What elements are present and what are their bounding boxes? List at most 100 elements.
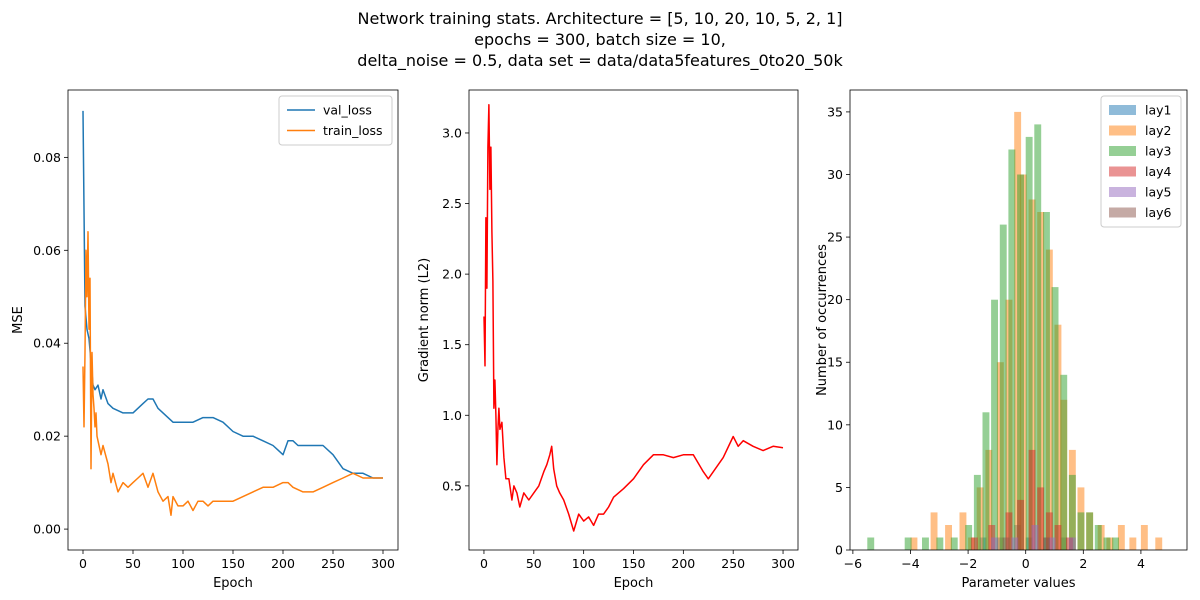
histogram-bar-lay5 — [1048, 537, 1056, 550]
x-tick-label: 150 — [622, 556, 646, 571]
x-tick-label: 100 — [572, 556, 596, 571]
y-tick-label: 20 — [827, 292, 843, 307]
histogram-bar-lay3 — [904, 537, 912, 550]
x-tick-label: 50 — [125, 556, 141, 571]
histogram-bar-lay3 — [936, 537, 944, 550]
x-tick-label: 300 — [771, 556, 795, 571]
y-tick-label: 2.0 — [442, 267, 462, 282]
histogram-bar-lay3 — [1043, 212, 1050, 550]
legend-label-lay1: lay1 — [1145, 103, 1171, 118]
histogram-bar-lay2 — [910, 537, 918, 550]
legend-swatch-lay1 — [1109, 105, 1136, 115]
histogram-bar-lay2 — [1129, 537, 1137, 550]
y-tick-label: 0.04 — [33, 336, 61, 351]
histogram-bar-lay3 — [1077, 512, 1085, 550]
histogram-bar-lay4 — [1028, 449, 1036, 550]
x-tick-label: 2 — [1079, 556, 1087, 571]
histogram-bar-lay3 — [1025, 136, 1033, 550]
histogram-bar-lay4 — [971, 537, 978, 550]
histogram-bar-lay2 — [1117, 525, 1125, 550]
histogram-bar-lay3 — [965, 525, 973, 550]
y-tick-label: 1.0 — [442, 408, 462, 423]
histogram-bar-lay3 — [950, 537, 958, 550]
histogram-bar-lay3 — [1068, 474, 1076, 550]
x-tick-label: 300 — [371, 556, 395, 571]
histogram-bar-lay4 — [1005, 512, 1013, 550]
x-tick-label: 250 — [721, 556, 745, 571]
y-tick-label: 0 — [835, 543, 843, 558]
histogram-bar-lay3 — [1103, 537, 1111, 550]
x-tick-label: 0 — [480, 556, 488, 571]
x-tick-label: 150 — [221, 556, 245, 571]
y-tick-label: 0.08 — [33, 150, 61, 165]
y-tick-label: 30 — [827, 167, 843, 182]
histogram-bar-lay3 — [1112, 537, 1119, 550]
x-tick-label: 50 — [526, 556, 542, 571]
histogram-bar-lay2 — [930, 512, 938, 550]
histogram-bar-lay3 — [982, 412, 990, 550]
y-tick-label: 15 — [827, 355, 843, 370]
histogram-bar-lay4 — [1017, 499, 1024, 550]
x-tick-label: −2 — [959, 556, 977, 571]
y-tick-label: 0.00 — [33, 522, 61, 537]
y-tick-label: 1.5 — [442, 337, 462, 352]
legend-swatch-lay4 — [1109, 166, 1136, 177]
histogram-bar-lay3 — [1060, 374, 1068, 550]
legend-label-val_loss: val_loss — [323, 103, 372, 118]
y-tick-label: 5 — [835, 480, 843, 495]
y-axis-label: Gradient norm (L2) — [417, 258, 432, 382]
y-tick-label: 10 — [827, 417, 843, 432]
y-axis-label: Number of occurrences — [815, 244, 830, 396]
histogram-bar-lay3 — [1051, 287, 1059, 550]
figure-title-line-1: Network training stats. Architecture = [… — [357, 9, 843, 28]
histogram-bar-lay3 — [1086, 512, 1094, 550]
histogram-bar-lay3 — [922, 537, 929, 550]
y-tick-label: 3.0 — [442, 125, 462, 140]
histogram-bar-lay3 — [973, 474, 981, 550]
histogram-bar-lay3 — [1094, 525, 1102, 550]
histogram-bar-lay6 — [1043, 537, 1050, 550]
figure-title-line-2: epochs = 300, batch size = 10, — [474, 30, 726, 49]
legend-label-lay3: lay3 — [1145, 144, 1171, 159]
histogram-bar-lay2 — [1140, 525, 1148, 550]
legend-label-lay5: lay5 — [1145, 185, 1171, 200]
x-tick-label: 250 — [321, 556, 345, 571]
histogram-bar-lay3 — [1017, 174, 1024, 550]
histogram-bar-lay5 — [991, 537, 998, 550]
histogram-bar-lay3 — [1034, 124, 1042, 551]
y-tick-label: 2.5 — [442, 196, 462, 211]
histogram-bar-lay4 — [1045, 512, 1053, 550]
legend-swatch-lay6 — [1109, 207, 1136, 218]
histogram-bar-lay2 — [945, 525, 952, 550]
y-tick-label: 0.06 — [33, 243, 61, 258]
histogram-bar-lay5 — [1031, 525, 1039, 550]
x-tick-label: −6 — [844, 556, 862, 571]
y-tick-label: 25 — [827, 230, 843, 245]
histogram-bar-lay3 — [991, 299, 998, 550]
legend-box — [278, 95, 393, 146]
legend-swatch-lay3 — [1109, 146, 1136, 156]
legend-label-train_loss: train_loss — [323, 123, 383, 138]
legend-swatch-lay5 — [1109, 187, 1136, 197]
x-axis-label: Parameter values — [961, 576, 1075, 591]
legend-label-lay2: lay2 — [1145, 123, 1171, 138]
x-axis-label: Epoch — [213, 576, 253, 591]
histogram-bar-lay4 — [1054, 525, 1062, 550]
histogram-bar-lay2 — [1155, 537, 1163, 550]
figure-title-line-3: delta_noise = 0.5, data set = data/data5… — [357, 51, 843, 70]
x-tick-label: 200 — [671, 556, 695, 571]
legend-label-lay4: lay4 — [1145, 164, 1172, 179]
histogram-bar-lay6 — [1002, 537, 1010, 550]
series-line-train_loss — [82, 230, 383, 516]
x-tick-label: 4 — [1137, 556, 1145, 571]
x-axis-label: Epoch — [614, 576, 654, 591]
x-tick-label: 200 — [271, 556, 295, 571]
x-tick-label: 100 — [171, 556, 195, 571]
histogram-bar-lay2 — [959, 512, 967, 550]
histogram-bar-lay3 — [999, 224, 1007, 550]
y-tick-label: 0.02 — [33, 429, 61, 444]
